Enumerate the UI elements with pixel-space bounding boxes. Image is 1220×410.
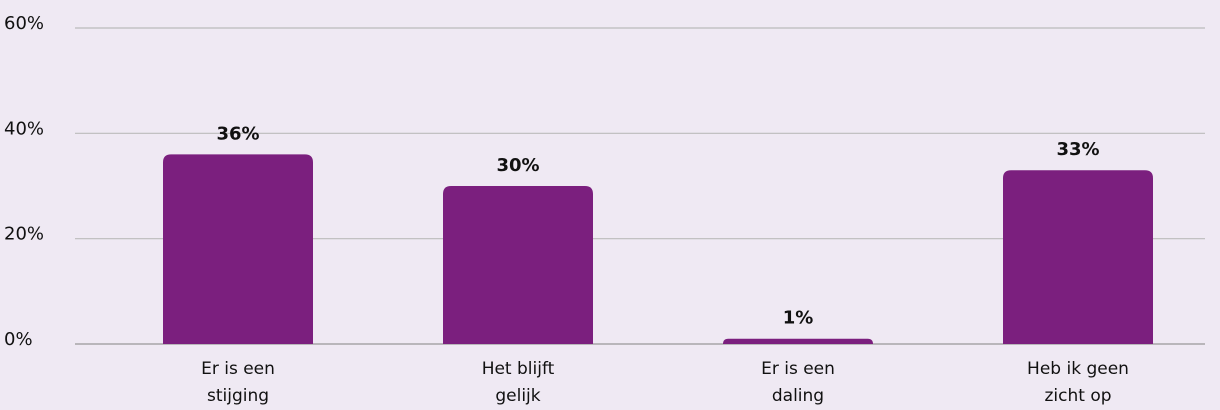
value-label: 1%: [783, 308, 814, 329]
bar: [1003, 170, 1153, 344]
bar: [443, 186, 593, 344]
y-tick-label: 40%: [4, 118, 44, 139]
y-tick-label: 20%: [4, 224, 44, 245]
x-tick-label: Het blijft gelijk: [481, 359, 555, 406]
bar: [723, 338, 873, 344]
y-tick-label: 60%: [4, 13, 44, 34]
value-label: 36%: [216, 123, 259, 144]
y-tick-label: 0%: [4, 329, 33, 350]
value-label: 30%: [496, 155, 539, 176]
x-tick-label: Er is een daling: [761, 359, 835, 406]
value-label: 33%: [1056, 139, 1099, 160]
x-tick-label: Er is een stijging: [201, 359, 275, 406]
x-tick-label: Heb ik geen zicht op: [1027, 359, 1129, 406]
bar: [163, 154, 313, 344]
